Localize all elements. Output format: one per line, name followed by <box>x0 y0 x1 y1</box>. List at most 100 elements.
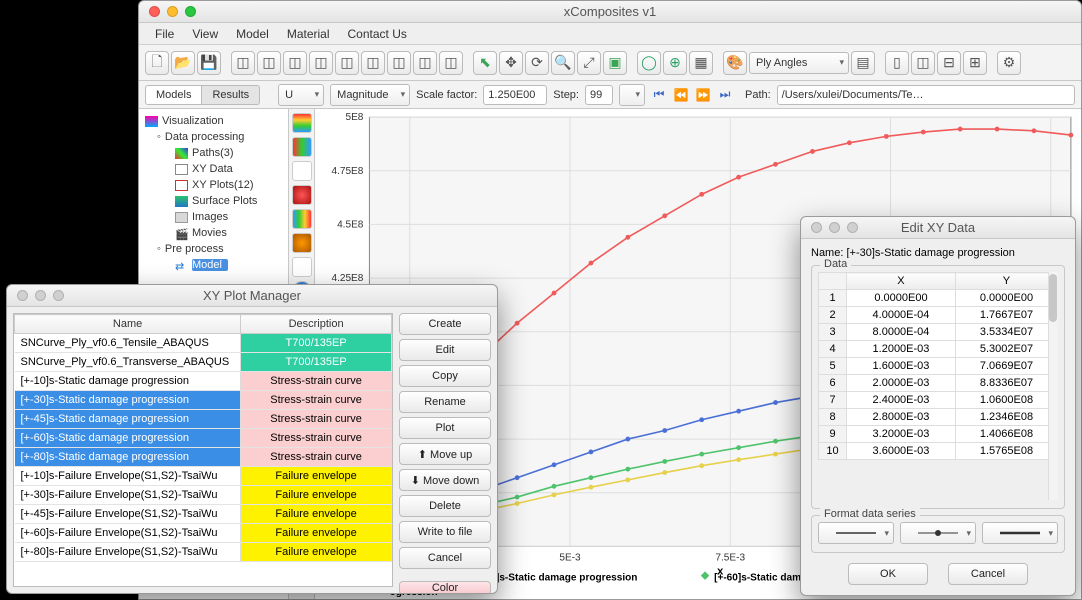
table-row[interactable]: SNCurve_Ply_vf0.6_Transverse_ABAQUST700/… <box>15 353 392 372</box>
table-row[interactable]: [+-80]s-Failure Envelope(S1,S2)-TsaiWuFa… <box>15 543 392 562</box>
component-select[interactable]: Magnitude <box>330 84 410 106</box>
col-desc[interactable]: Description <box>241 315 392 334</box>
new-file-icon[interactable]: 🗋 <box>145 51 169 75</box>
layout-3-icon[interactable]: ⊟ <box>937 51 961 75</box>
menu-contact[interactable]: Contact Us <box>340 25 415 43</box>
layout-4-icon[interactable]: ⊞ <box>963 51 987 75</box>
minimize-icon[interactable] <box>167 6 178 17</box>
table-row[interactable]: 51.6000E-037.0669E07 <box>819 358 1058 375</box>
maximize-icon[interactable] <box>185 6 196 17</box>
globe-icon[interactable]: ⊕ <box>663 51 687 75</box>
close-icon[interactable] <box>17 290 28 301</box>
table-row[interactable]: [+-80]s-Static damage progressionStress-… <box>15 448 392 467</box>
tree-dataproc[interactable]: ◦Data processing <box>141 129 286 145</box>
tree-xydata[interactable]: XY Data <box>141 161 286 177</box>
col-name[interactable]: Name <box>15 315 241 334</box>
tree-visualization[interactable]: Visualization <box>141 113 286 129</box>
step-dropdown[interactable] <box>619 84 645 106</box>
ply-dropdown[interactable]: Ply Angles <box>749 52 849 74</box>
table-row[interactable]: 41.2000E-035.3002E07 <box>819 341 1058 358</box>
open-file-icon[interactable]: 📂 <box>171 51 195 75</box>
plot-button[interactable]: Plot <box>399 417 491 439</box>
edit-button[interactable]: Edit <box>399 339 491 361</box>
last-frame-icon[interactable]: ⏭ <box>717 87 733 103</box>
fit-icon[interactable]: ⤢ <box>577 51 601 75</box>
menu-view[interactable]: View <box>184 25 226 43</box>
scale-input[interactable]: 1.250E00 <box>483 85 547 105</box>
menu-model[interactable]: Model <box>228 25 277 43</box>
cancel-button[interactable]: Cancel <box>948 563 1028 585</box>
select-box-icon[interactable]: ▣ <box>603 51 627 75</box>
line-weight-select[interactable] <box>982 522 1058 544</box>
cube-icon[interactable]: ◫ <box>335 51 359 75</box>
save-file-icon[interactable]: 💾 <box>197 51 221 75</box>
table-row[interactable]: 62.0000E-038.8336E07 <box>819 375 1058 392</box>
menu-material[interactable]: Material <box>279 25 338 43</box>
prev-frame-icon[interactable]: ⏪ <box>673 87 689 103</box>
layout-1-icon[interactable]: ▯ <box>885 51 909 75</box>
cancel-button[interactable]: Cancel <box>399 547 491 569</box>
field-select[interactable]: U <box>278 84 324 106</box>
vtool-icon[interactable] <box>292 209 312 229</box>
move-icon[interactable]: ✥ <box>499 51 523 75</box>
table-row[interactable]: [+-45]s-Failure Envelope(S1,S2)-TsaiWuFa… <box>15 505 392 524</box>
tab-results[interactable]: Results <box>202 85 260 105</box>
vtool-icon[interactable] <box>292 233 312 253</box>
cube-icon[interactable]: ◫ <box>257 51 281 75</box>
table-row[interactable]: 10.0000E000.0000E00 <box>819 290 1058 307</box>
tab-models[interactable]: Models <box>145 85 202 105</box>
next-frame-icon[interactable]: ⏩ <box>695 87 711 103</box>
vtool-icon[interactable] <box>292 257 312 277</box>
tree-movies[interactable]: 🎬Movies <box>141 225 286 241</box>
grid-icon[interactable]: ▦ <box>689 51 713 75</box>
copy-button[interactable]: Copy <box>399 365 491 387</box>
table-row[interactable]: [+-10]s-Static damage progressionStress-… <box>15 372 392 391</box>
-move-down-button[interactable]: ⬇ Move down <box>399 469 491 491</box>
table-row[interactable]: 24.0000E-041.7667E07 <box>819 307 1058 324</box>
table-row[interactable]: [+-30]s-Static damage progressionStress-… <box>15 391 392 410</box>
table-row[interactable]: 103.6000E-031.5765E08 <box>819 443 1058 460</box>
tree-xyplots[interactable]: XY Plots(12) <box>141 177 286 193</box>
palette-icon[interactable]: 🎨 <box>723 51 747 75</box>
cube-icon[interactable]: ◫ <box>283 51 307 75</box>
cube-icon[interactable]: ◫ <box>309 51 333 75</box>
menu-file[interactable]: File <box>147 25 182 43</box>
table-row[interactable]: 38.0000E-043.5334E07 <box>819 324 1058 341</box>
cube-icon[interactable]: ◫ <box>439 51 463 75</box>
minimize-icon[interactable] <box>829 222 840 233</box>
rename-button[interactable]: Rename <box>399 391 491 413</box>
close-icon[interactable] <box>149 6 160 17</box>
layout-2-icon[interactable]: ◫ <box>911 51 935 75</box>
pointer-icon[interactable]: ⬉ <box>473 51 497 75</box>
scrollbar[interactable] <box>1048 272 1058 500</box>
create-button[interactable]: Create <box>399 313 491 335</box>
table-row[interactable]: [+-30]s-Failure Envelope(S1,S2)-TsaiWuFa… <box>15 486 392 505</box>
line-style-select[interactable] <box>818 522 894 544</box>
tree-model[interactable]: ⇄Model <box>141 257 286 273</box>
table-row[interactable]: 82.8000E-031.2346E08 <box>819 409 1058 426</box>
plot-list-table[interactable]: Name Description SNCurve_Ply_vf0.6_Tensi… <box>13 313 393 587</box>
close-icon[interactable] <box>811 222 822 233</box>
table-row[interactable]: [+-60]s-Static damage progressionStress-… <box>15 429 392 448</box>
table-row[interactable]: 93.2000E-031.4066E08 <box>819 426 1058 443</box>
layers-icon[interactable]: ▤ <box>851 51 875 75</box>
table-row[interactable]: [+-60]s-Failure Envelope(S1,S2)-TsaiWuFa… <box>15 524 392 543</box>
tree-paths[interactable]: Paths(3) <box>141 145 286 161</box>
maximize-icon[interactable] <box>53 290 64 301</box>
cube-icon[interactable]: ◫ <box>387 51 411 75</box>
step-input[interactable]: 99 <box>585 85 613 105</box>
tree-preproc[interactable]: ◦Pre process <box>141 241 286 257</box>
marker-style-select[interactable] <box>900 522 976 544</box>
xy-data-table[interactable]: X Y 10.0000E000.0000E0024.0000E-041.7667… <box>818 272 1058 460</box>
minimize-icon[interactable] <box>35 290 46 301</box>
vtool-icon[interactable] <box>292 185 312 205</box>
table-row[interactable]: 72.4000E-031.0600E08 <box>819 392 1058 409</box>
maximize-icon[interactable] <box>847 222 858 233</box>
table-row[interactable]: [+-10]s-Failure Envelope(S1,S2)-TsaiWuFa… <box>15 467 392 486</box>
table-row[interactable]: SNCurve_Ply_vf0.6_Tensile_ABAQUST700/135… <box>15 334 392 353</box>
zoom-icon[interactable]: 🔍 <box>551 51 575 75</box>
tree-surface[interactable]: Surface Plots <box>141 193 286 209</box>
cube-icon[interactable]: ◫ <box>413 51 437 75</box>
vtool-icon[interactable] <box>292 161 312 181</box>
write-to-file-button[interactable]: Write to file <box>399 521 491 543</box>
